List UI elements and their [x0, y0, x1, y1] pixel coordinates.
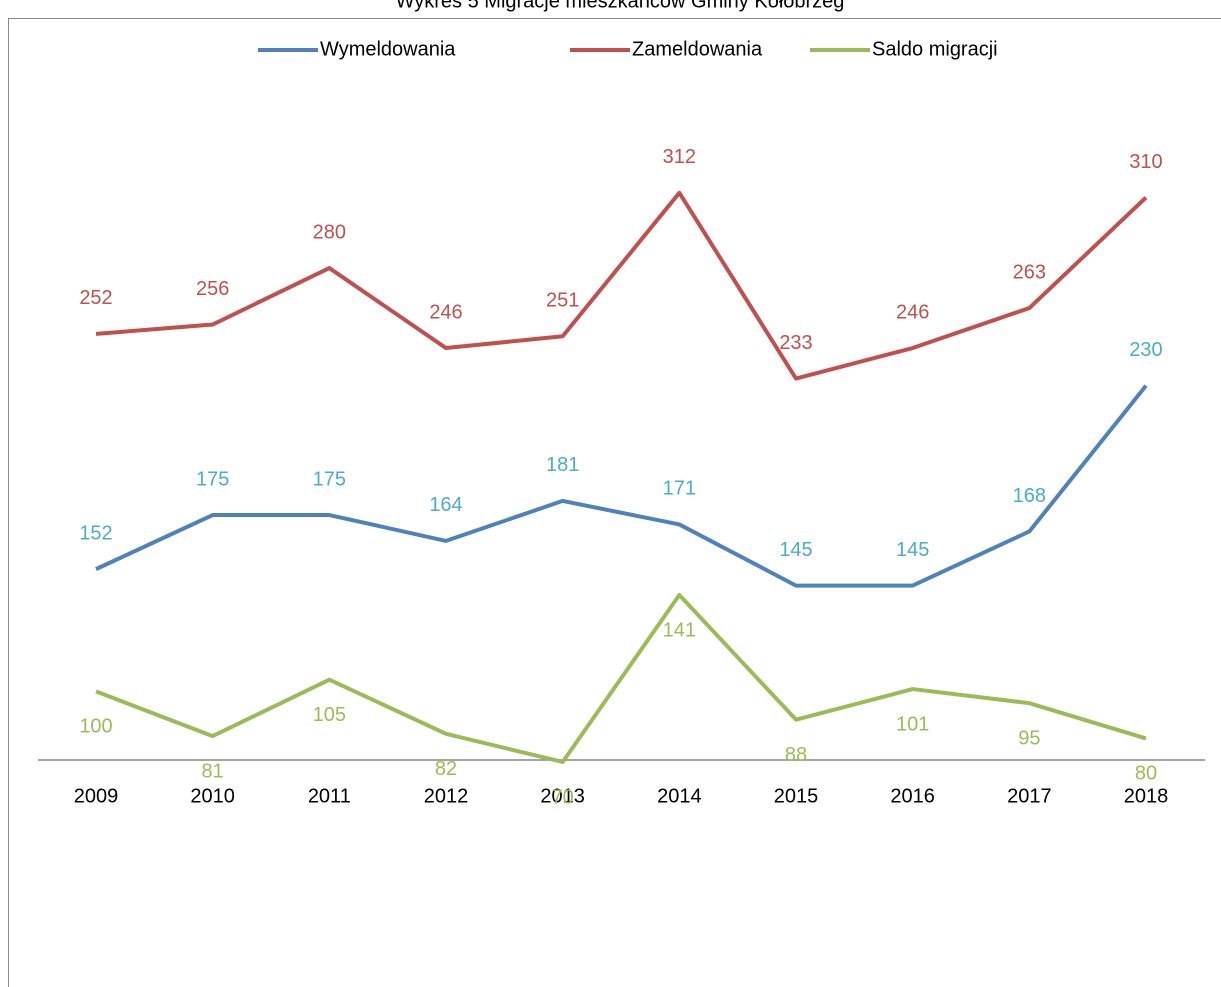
- x-tick-label: 2012: [424, 785, 469, 807]
- data-label: 164: [429, 494, 462, 516]
- data-label: 312: [663, 146, 696, 168]
- data-label: 280: [313, 221, 346, 243]
- data-label: 246: [429, 301, 462, 323]
- data-label: 101: [896, 713, 929, 735]
- data-label: 230: [1129, 339, 1162, 361]
- data-label: 100: [79, 716, 112, 738]
- data-label: 80: [1135, 763, 1157, 785]
- legend-label: Saldo migracji: [872, 38, 998, 60]
- data-label: 145: [896, 539, 929, 561]
- data-label: 246: [896, 301, 929, 323]
- data-label: 175: [196, 468, 229, 490]
- data-label: 82: [435, 758, 457, 780]
- data-label: 256: [196, 278, 229, 300]
- chart-title: Wykres 5 Migracje mieszkańców Gminy Koło…: [396, 0, 845, 12]
- data-label: 263: [1013, 261, 1046, 283]
- data-label: 181: [546, 454, 579, 476]
- x-tick-label: 2013: [540, 785, 585, 807]
- series-line: [95, 592, 1147, 764]
- data-label: 233: [779, 332, 812, 354]
- data-label: 252: [79, 287, 112, 309]
- series-line: [95, 190, 1148, 381]
- data-label: 88: [785, 744, 807, 766]
- data-label: 168: [1013, 485, 1046, 507]
- data-label: 310: [1129, 151, 1162, 173]
- x-tick-label: 2017: [1007, 785, 1052, 807]
- x-tick-label: 2016: [890, 785, 935, 807]
- x-tick-label: 2015: [774, 785, 819, 807]
- legend-label: Wymeldowania: [320, 38, 456, 60]
- x-tick-label: 2010: [190, 785, 235, 807]
- data-label: 171: [663, 478, 696, 500]
- data-label: 81: [202, 760, 224, 782]
- x-tick-label: 2009: [74, 785, 119, 807]
- data-label: 251: [546, 290, 579, 312]
- data-label: 152: [79, 522, 112, 544]
- data-label: 105: [313, 704, 346, 726]
- data-label: 145: [779, 539, 812, 561]
- x-tick-label: 2018: [1124, 785, 1169, 807]
- x-tick-label: 2014: [657, 785, 702, 807]
- chart-border: [8, 18, 1221, 987]
- x-tick-label: 2011: [308, 785, 351, 807]
- legend-label: Zameldowania: [632, 38, 763, 60]
- series-line: [95, 384, 1148, 588]
- data-label: 175: [313, 468, 346, 490]
- data-label: 141: [663, 619, 696, 641]
- data-label: 70: [552, 786, 574, 808]
- data-label: 95: [1018, 727, 1040, 749]
